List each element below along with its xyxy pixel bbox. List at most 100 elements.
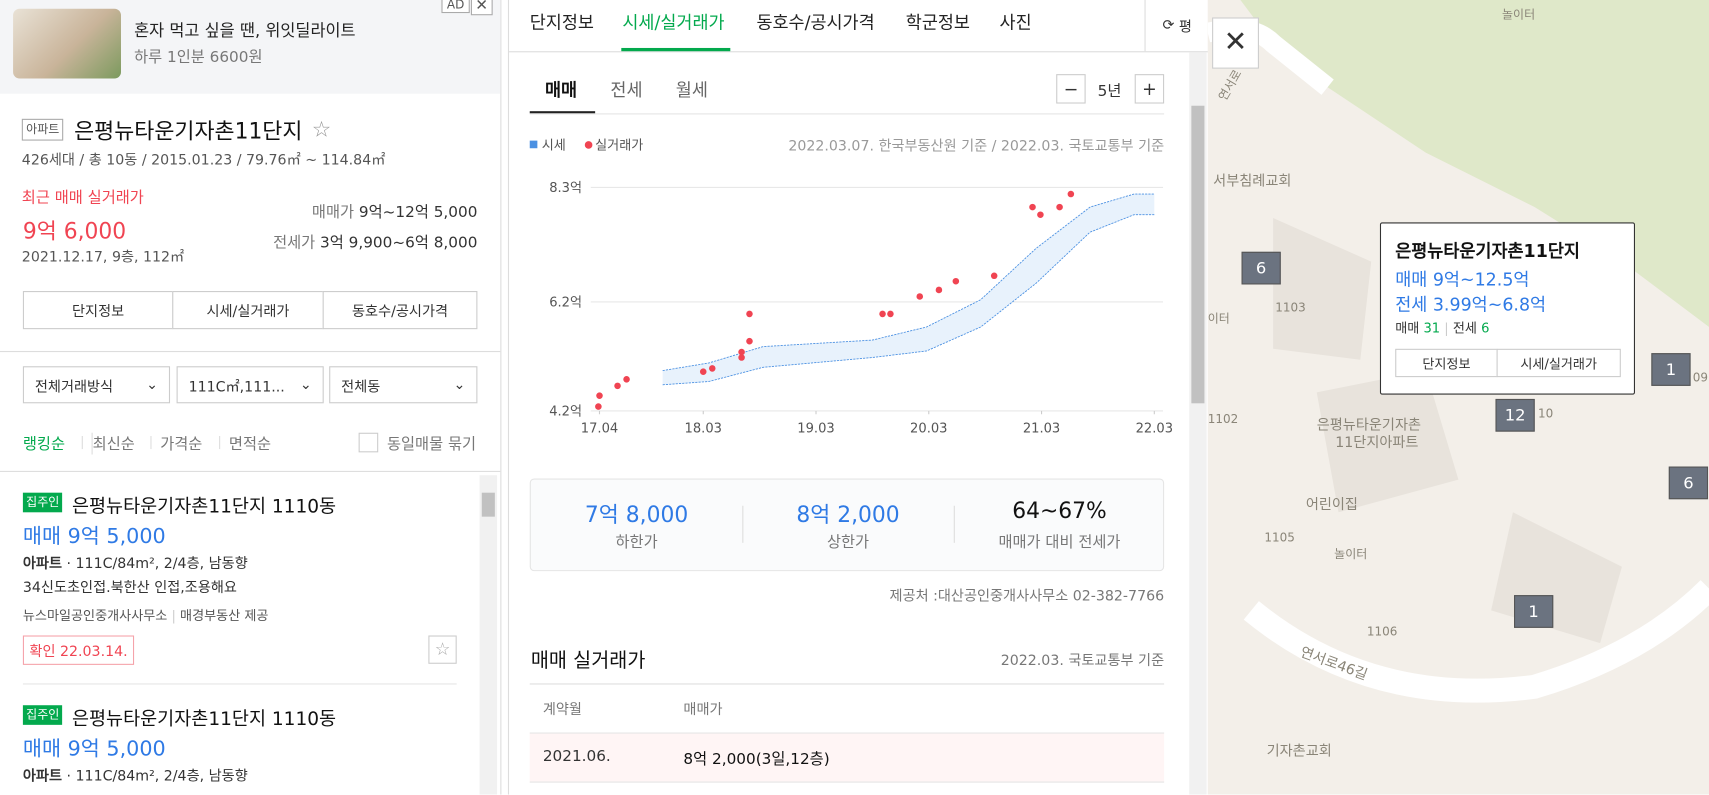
summary-label: 매매가 대비 전세가 (998, 534, 1121, 552)
listing-star[interactable]: ☆ (428, 635, 457, 664)
checkbox[interactable] (358, 432, 379, 453)
deal-tab[interactable]: 전세 (610, 79, 643, 101)
tab[interactable]: 사진 (999, 11, 1032, 33)
section-title: 매매 실거래가 (530, 649, 646, 673)
map[interactable]: ✕ 놀이터 연서로 서부침례교회 이터 1103 1102 은평뉴타운기자촌 11단지아파트 어… (1207, 0, 1709, 795)
sep (219, 436, 221, 450)
listing-title[interactable]: 은평뉴타운기자촌11단지 1110동 (71, 708, 337, 731)
x-tick-label: 22.03 (1136, 422, 1173, 437)
transaction-point (738, 348, 745, 356)
popup-button[interactable]: 단지정보 (1395, 348, 1498, 378)
x-tick-label: 20.03 (910, 422, 947, 437)
sep (742, 505, 744, 543)
map-label: 11단지아파트 (1335, 434, 1419, 452)
transaction-point (935, 286, 943, 294)
owner-badge: 집주인 (22, 492, 63, 513)
sale-range: 9억~12억 5,000 (358, 203, 478, 222)
detail-text: 111C/84m², 2/4층, 남동향 (75, 555, 248, 573)
listing-price: 매매 9억 5,000 (22, 524, 166, 549)
cell: 8억 2,000(3일,12층) (683, 751, 830, 769)
summary-value: 7억 8,000 (584, 501, 689, 528)
detail-text: 111C/84m², 2/4층, 남동향 (75, 768, 248, 785)
map-marker[interactable]: 6 (1241, 251, 1281, 285)
map-marker[interactable]: 12 (1495, 398, 1535, 432)
column-header: 매매가 (683, 701, 723, 719)
scroll-thumb[interactable] (1191, 105, 1205, 404)
close-button[interactable]: ✕ (1212, 17, 1259, 69)
transaction-point (708, 365, 716, 372)
left-panel: 혼자 먹고 싶을 땐, 위잇딜라이트 하루 1인분 6600원 AD ✕ 아파트… (0, 0, 502, 795)
info-button[interactable]: 단지정보 (22, 291, 174, 330)
map-marker[interactable]: 1 (1514, 595, 1554, 628)
ad-subtitle: 하루 1인분 6600원 (134, 49, 263, 67)
listing-type: 아파트 (22, 555, 63, 573)
sort-option[interactable]: 랭킹순 (22, 436, 66, 454)
divider (22, 683, 457, 685)
popup-title: 은평뉴타운기자촌11단지 (1395, 240, 1580, 262)
sort-option[interactable]: 가격순 (160, 436, 203, 454)
legend-swatch (529, 140, 538, 149)
map-shapes (1207, 0, 1709, 703)
ad-title: 혼자 먹고 싶을 땐, 위잇딜라이트 (134, 20, 356, 41)
transaction-point (952, 277, 960, 285)
tab-active[interactable]: 시세/실거래가 (622, 11, 725, 33)
table-row[interactable]: 2021.06. 8억 2,000(3일,12층) (529, 732, 1165, 783)
area-toggle[interactable]: ⟳ 평 (1144, 0, 1209, 52)
transaction-point (916, 293, 924, 300)
scroll-thumb[interactable] (481, 492, 495, 517)
listing-title[interactable]: 은평뉴타운기자촌11단지 1110동 (71, 495, 337, 518)
sale-row: 매매가 9억~12억 5,000 (312, 201, 478, 223)
favorite-star[interactable]: ☆ (311, 115, 332, 142)
tab[interactable]: 동호수/공시가격 (756, 11, 875, 33)
transaction-point (596, 392, 603, 399)
unit-button[interactable]: 동호수/공시가격 (322, 291, 478, 330)
map-label: 놀이터 (1334, 547, 1368, 562)
transaction-point (595, 403, 602, 410)
deal-tab[interactable]: 월세 (675, 79, 708, 101)
scrollbar[interactable] (479, 475, 498, 795)
period-minus[interactable]: − (1056, 74, 1086, 104)
sale-label: 매매가 (311, 203, 355, 222)
ad-banner[interactable]: 혼자 먹고 싶을 땐, 위잇딜라이트 하루 1인분 6600원 AD ✕ (0, 0, 501, 94)
transaction-point (746, 310, 753, 318)
scrollbar[interactable] (1189, 52, 1207, 795)
tab[interactable]: 단지정보 (529, 11, 594, 33)
summary-box: 7억 8,000 하한가 8억 2,000 상한가 64~67% 매매가 대비 … (529, 478, 1165, 572)
count-label: 전세 (1452, 320, 1477, 336)
type-badge: 아파트 (21, 118, 64, 141)
source: 제공처 :대산공인중개사사무소 02-382-7766 (889, 588, 1165, 605)
deal-tab-active[interactable]: 매매 (545, 79, 578, 101)
map-marker[interactable]: 6 (1668, 466, 1709, 500)
tab[interactable]: 학군정보 (905, 11, 970, 33)
sort-option[interactable]: 면적순 (228, 436, 272, 454)
x-tick-label: 21.03 (1023, 422, 1060, 437)
map-label: 1106 (1366, 624, 1398, 639)
group-label: 동일매물 묶기 (386, 436, 477, 454)
sort-option[interactable]: 최신순 (91, 432, 135, 455)
filter-dropdown[interactable]: 전체거래방식 ⌄ (22, 366, 171, 404)
listing-desc: 34신도초인접.북한산 인접,조용해요 (22, 579, 237, 597)
ad-close[interactable]: ✕ (470, 0, 493, 16)
sep (953, 505, 955, 543)
filter-text: 111C㎡,111... (188, 378, 285, 396)
transaction-point (990, 272, 998, 280)
count: 6 (1481, 320, 1490, 336)
filter-dropdown[interactable]: 111C㎡,111... ⌄ (176, 366, 324, 404)
filter-dropdown[interactable]: 전체동 ⌄ (329, 366, 478, 404)
divider (0, 350, 501, 353)
popup-button[interactable]: 시세/실거래가 (1496, 348, 1621, 378)
detail-panel: 단지정보 시세/실거래가 동호수/공시가격 학군정보 사진 ⟳ 평 (507, 0, 1209, 795)
chevron: ⌄ (299, 376, 312, 393)
period-plus[interactable]: + (1134, 74, 1165, 104)
divider (529, 113, 1165, 115)
map-label: 서부침례교회 (1213, 173, 1292, 190)
summary-value: 64~67% (1012, 497, 1107, 524)
price-button[interactable]: 시세/실거래가 (172, 291, 324, 330)
map-label: 어린이집 (1305, 497, 1358, 514)
owner-badge: 집주인 (22, 705, 63, 725)
map-marker[interactable]: 1 (1651, 353, 1691, 386)
park (1240, 0, 1709, 327)
divider (0, 470, 501, 472)
jeonse-row: 전세가 3억 9,900~6억 8,000 (273, 231, 477, 253)
